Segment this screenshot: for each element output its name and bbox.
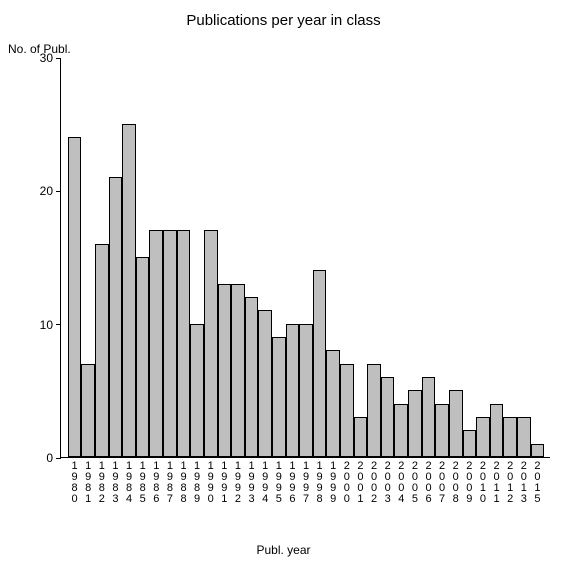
bar — [340, 364, 354, 457]
xtick-label: 2000 — [342, 461, 352, 505]
ytick-mark — [56, 458, 61, 459]
xtick-label: 1988 — [179, 461, 189, 505]
xtick-label: 2002 — [369, 461, 379, 505]
xtick-label: 1981 — [83, 461, 93, 505]
xtick-label: 2010 — [478, 461, 488, 505]
xtick-label: 1983 — [110, 461, 120, 505]
bar — [354, 417, 368, 457]
ytick-label: 10 — [40, 318, 53, 332]
xtick-label: 1999 — [328, 461, 338, 505]
bar — [122, 124, 136, 457]
bar — [245, 297, 259, 457]
xtick-label: 2012 — [505, 461, 515, 505]
xtick-label: 2008 — [451, 461, 461, 505]
xtick-label: 1986 — [151, 461, 161, 505]
bar — [136, 257, 150, 457]
xtick-label: 2015 — [532, 461, 542, 505]
bars-group — [61, 58, 550, 457]
chart-container: Publications per year in class No. of Pu… — [0, 0, 567, 567]
bar — [463, 430, 477, 457]
ytick-mark — [56, 191, 61, 192]
xtick-label: 1985 — [138, 461, 148, 505]
bar — [490, 404, 504, 457]
xtick-label: 1980 — [70, 461, 80, 505]
xtick-label: 1996 — [287, 461, 297, 505]
bar — [204, 230, 218, 457]
chart-title: Publications per year in class — [0, 12, 567, 29]
bar — [408, 390, 422, 457]
plot-area: 0102030198019811982198319841985198619871… — [60, 58, 550, 458]
xtick-label: 1992 — [233, 461, 243, 505]
bar — [286, 324, 300, 457]
xtick-label: 2006 — [424, 461, 434, 505]
xtick-label: 1997 — [301, 461, 311, 505]
bar — [68, 137, 82, 457]
bar — [394, 404, 408, 457]
bar — [258, 310, 272, 457]
xtick-label: 1991 — [219, 461, 229, 505]
xtick-label: 1990 — [206, 461, 216, 505]
bar — [476, 417, 490, 457]
bar — [435, 404, 449, 457]
bar — [190, 324, 204, 457]
xtick-label: 2004 — [396, 461, 406, 505]
bar — [299, 324, 313, 457]
bar — [81, 364, 95, 457]
bar — [503, 417, 517, 457]
xtick-label: 2009 — [464, 461, 474, 505]
xtick-label: 2001 — [355, 461, 365, 505]
xtick-label: 1989 — [192, 461, 202, 505]
bar — [422, 377, 436, 457]
bar — [313, 270, 327, 457]
xtick-label: 1987 — [165, 461, 175, 505]
xtick-label: 1993 — [247, 461, 257, 505]
bar — [517, 417, 531, 457]
ytick-label: 0 — [46, 451, 53, 465]
bar — [367, 364, 381, 457]
xtick-label: 2007 — [437, 461, 447, 505]
xtick-label: 1984 — [124, 461, 134, 505]
bar — [218, 284, 232, 457]
x-axis-label: Publ. year — [0, 543, 567, 557]
xtick-label: 1995 — [274, 461, 284, 505]
bar — [272, 337, 286, 457]
bar — [95, 244, 109, 457]
bar — [231, 284, 245, 457]
xtick-label: 1998 — [315, 461, 325, 505]
xtick-label: 2013 — [519, 461, 529, 505]
bar — [381, 377, 395, 457]
bar — [449, 390, 463, 457]
bar — [109, 177, 123, 457]
bar — [326, 350, 340, 457]
xtick-label: 2003 — [383, 461, 393, 505]
xtick-label: 2011 — [492, 461, 502, 505]
ytick-mark — [56, 58, 61, 59]
bar — [177, 230, 191, 457]
bar — [531, 444, 545, 457]
bar — [149, 230, 163, 457]
xtick-label: 1982 — [97, 461, 107, 505]
xtick-label: 1994 — [260, 461, 270, 505]
xtick-label: 2005 — [410, 461, 420, 505]
ytick-label: 20 — [40, 184, 53, 198]
bar — [163, 230, 177, 457]
ytick-mark — [56, 324, 61, 325]
ytick-label: 30 — [40, 51, 53, 65]
